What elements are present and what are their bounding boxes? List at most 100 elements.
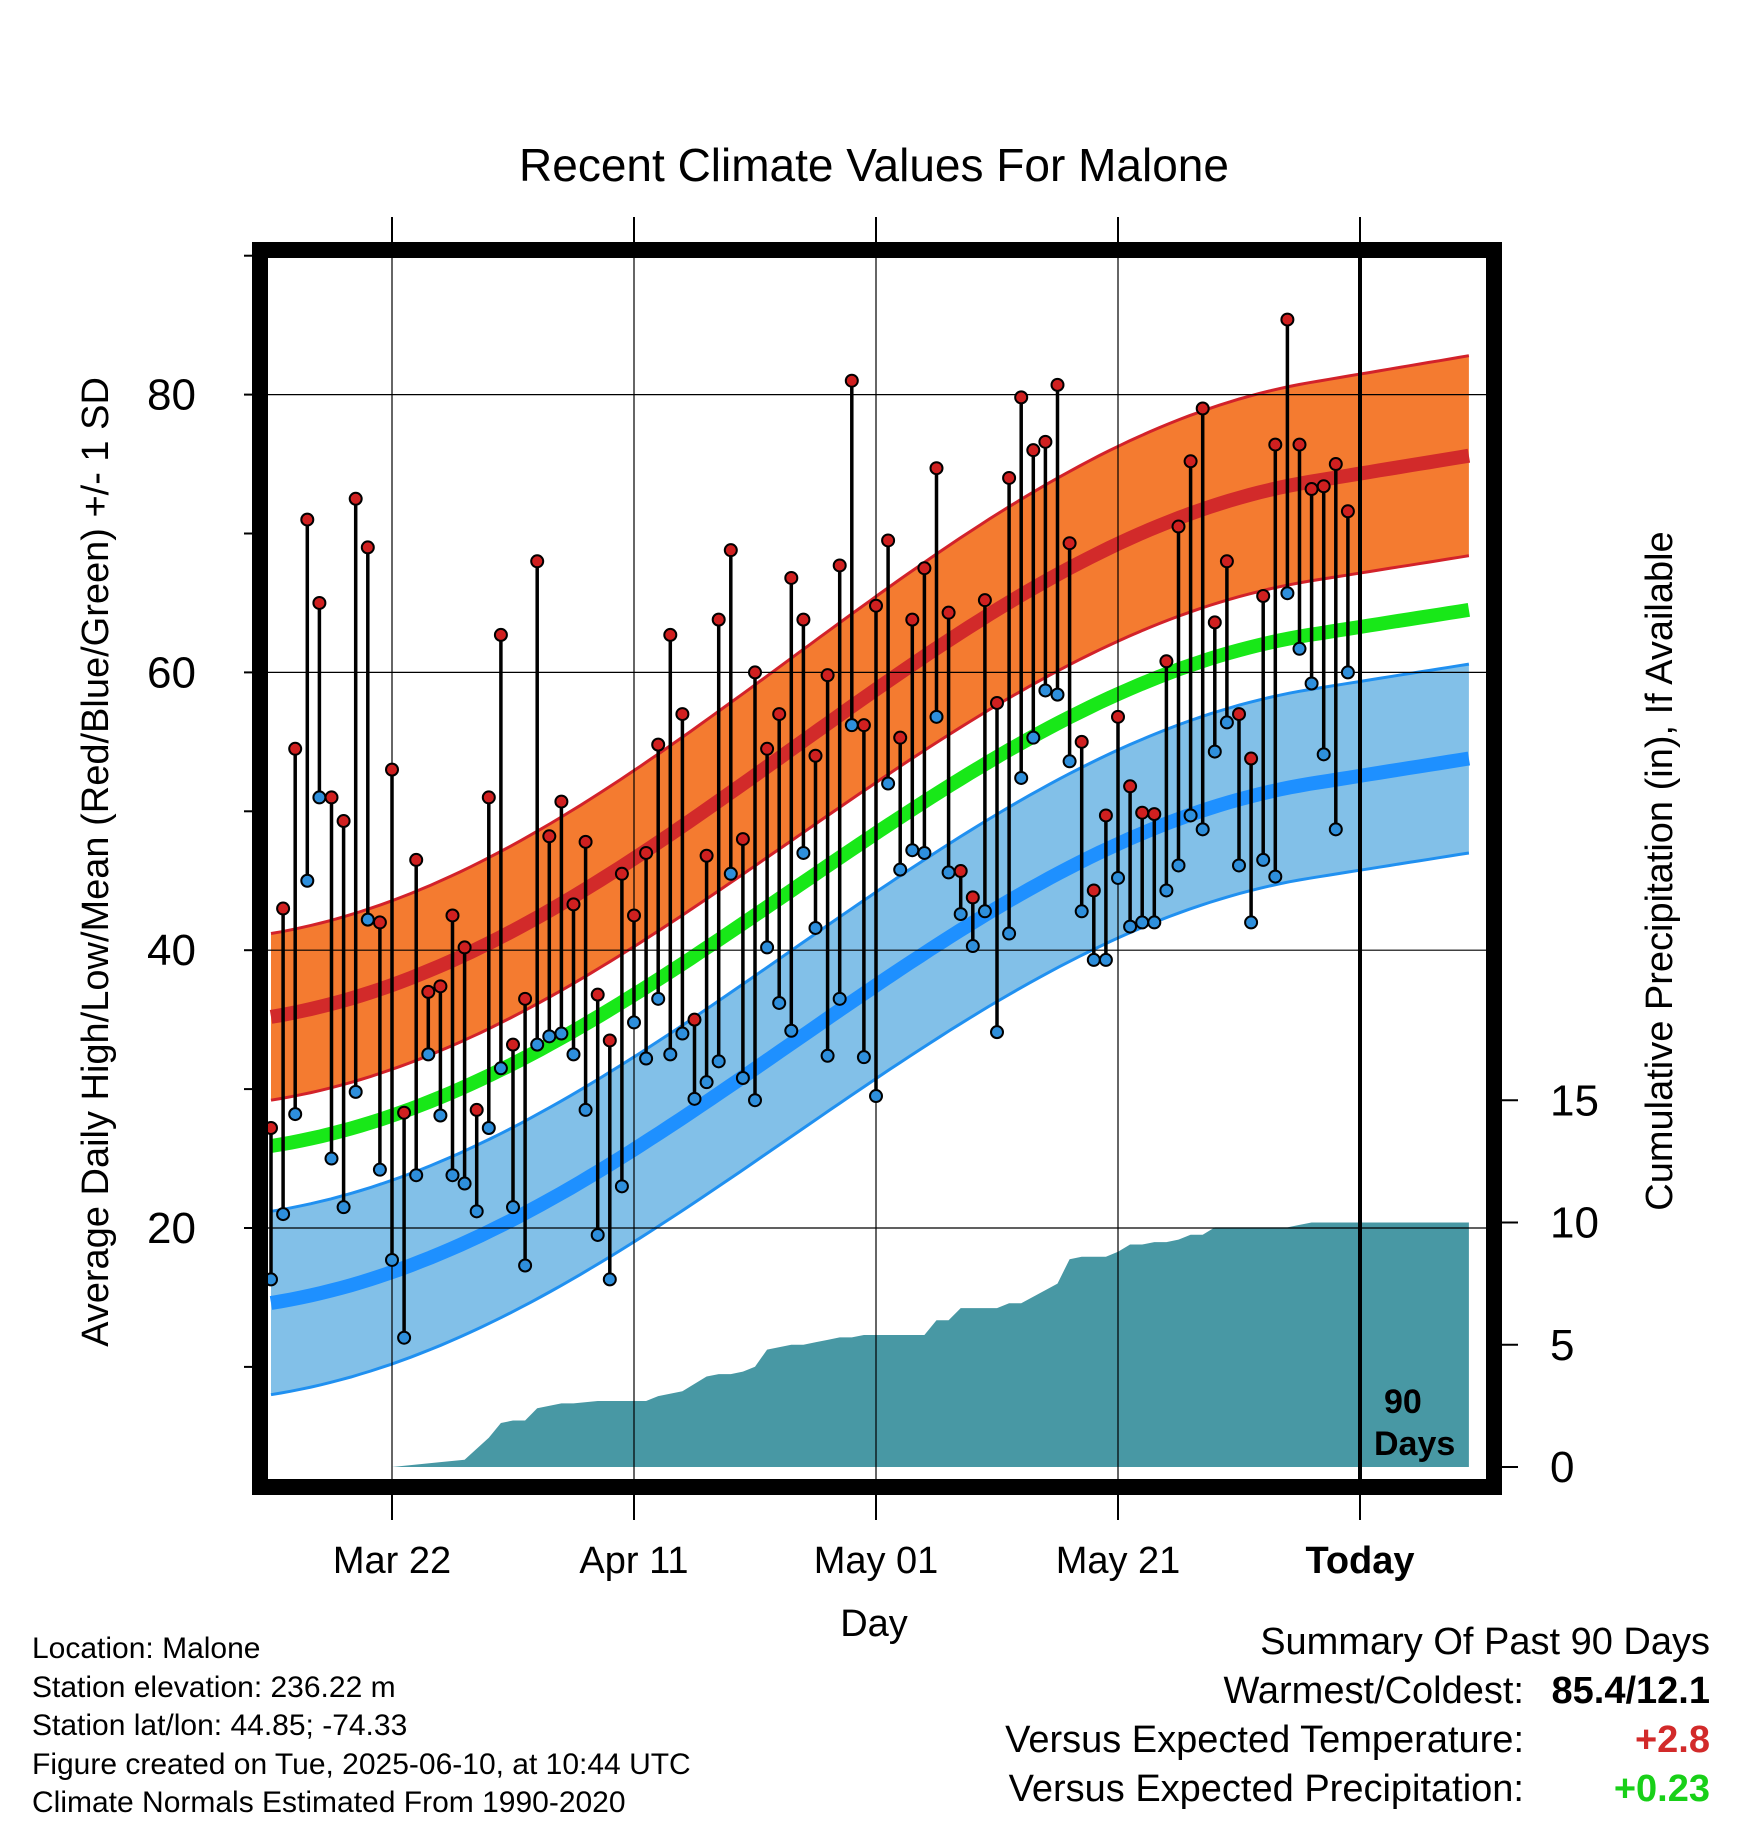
x-tick-label: Apr 11 bbox=[579, 1540, 688, 1582]
daily-high-point bbox=[602, 1033, 617, 1048]
y-right-tick-label: 15 bbox=[1550, 1076, 1599, 1125]
daily-low-point bbox=[663, 1047, 678, 1062]
daily-low-point bbox=[1062, 754, 1077, 769]
x-tick-label: May 21 bbox=[1056, 1540, 1181, 1582]
daily-high-point bbox=[348, 491, 363, 506]
daily-low-point bbox=[1207, 744, 1222, 759]
plot-frame bbox=[252, 242, 1502, 1495]
location-text: Location: Malone bbox=[32, 1632, 261, 1665]
daily-high-point bbox=[699, 848, 714, 863]
daily-low-point bbox=[1123, 919, 1138, 934]
daily-high-point bbox=[1050, 377, 1065, 392]
daily-high-point bbox=[735, 832, 750, 847]
normal-high-line bbox=[269, 448, 1471, 1024]
daily-low-point bbox=[268, 1272, 278, 1287]
daily-high-point bbox=[651, 737, 666, 752]
daily-high-point bbox=[445, 908, 460, 923]
daily-low-point bbox=[1316, 747, 1331, 762]
daily-low-point bbox=[1159, 883, 1174, 898]
daily-low-point bbox=[614, 1179, 629, 1194]
y-right-tick-label: 5 bbox=[1550, 1321, 1574, 1370]
daily-high-point bbox=[1002, 470, 1017, 485]
daily-high-point bbox=[506, 1037, 520, 1052]
daily-high-point bbox=[614, 866, 629, 881]
daily-low-point bbox=[506, 1200, 520, 1215]
daily-high-point bbox=[663, 627, 678, 642]
daily-high-point bbox=[820, 668, 835, 683]
daily-high-point bbox=[1123, 779, 1138, 794]
daily-low-point bbox=[276, 1207, 291, 1222]
daily-high-point bbox=[990, 695, 1004, 710]
daily-high-point bbox=[300, 512, 315, 527]
today-label-line1: 90 bbox=[1384, 1383, 1422, 1421]
daily-low-point bbox=[469, 1204, 484, 1219]
daily-low-point bbox=[445, 1168, 460, 1183]
daily-high-point bbox=[796, 612, 811, 627]
daily-high-point bbox=[627, 908, 641, 923]
daily-low-point bbox=[711, 1054, 726, 1069]
normals-text: Climate Normals Estimated From 1990-2020 bbox=[32, 1786, 626, 1819]
daily-low-point bbox=[530, 1037, 545, 1052]
daily-low-point bbox=[953, 907, 968, 922]
daily-low-point bbox=[881, 776, 896, 791]
y-right-tick-label: 10 bbox=[1550, 1199, 1599, 1248]
created-text: Figure created on Tue, 2025-06-10, at 10… bbox=[32, 1747, 691, 1781]
daily-low-point bbox=[1183, 808, 1198, 823]
daily-high-point bbox=[965, 890, 980, 905]
daily-high-point bbox=[1316, 479, 1331, 494]
daily-low-point bbox=[687, 1091, 702, 1106]
daily-high-point bbox=[687, 1012, 702, 1027]
daily-low-point bbox=[385, 1252, 399, 1267]
daily-low-point bbox=[1340, 665, 1355, 680]
daily-high-point bbox=[288, 741, 303, 756]
daily-low-point bbox=[397, 1330, 412, 1345]
daily-low-point bbox=[699, 1075, 714, 1090]
daily-high-point bbox=[481, 790, 496, 805]
daily-high-point bbox=[832, 558, 847, 573]
summary-panel: Summary Of Past 90 Days Warmest/Coldest:… bbox=[810, 1618, 1710, 1814]
warmest-coldest-row: Warmest/Coldest: 85.4/12.1 bbox=[810, 1667, 1710, 1716]
daily-low-point bbox=[856, 1050, 871, 1065]
daily-high-point bbox=[1074, 734, 1089, 749]
daily-low-point bbox=[808, 920, 823, 935]
daily-high-point bbox=[1280, 312, 1295, 327]
daily-high-point bbox=[397, 1105, 412, 1120]
daily-low-point bbox=[1292, 641, 1307, 656]
daily-low-point bbox=[917, 845, 932, 860]
daily-series bbox=[268, 312, 1355, 1345]
daily-high-point bbox=[844, 373, 859, 388]
daily-high-point bbox=[1098, 808, 1113, 823]
daily-high-point bbox=[324, 790, 339, 805]
daily-low-point bbox=[602, 1272, 617, 1287]
daily-low-point bbox=[1074, 904, 1089, 919]
daily-low-point bbox=[1171, 858, 1186, 873]
warmest-coldest-value: 85.4/12.1 bbox=[1551, 1670, 1710, 1712]
daily-low-point bbox=[893, 862, 908, 877]
precip-area bbox=[271, 1222, 1469, 1467]
y-axis-label-right: Cumulative Precipitation (in), If Availa… bbox=[1639, 531, 1681, 1210]
daily-low-point bbox=[590, 1227, 605, 1242]
daily-high-point bbox=[723, 543, 738, 558]
daily-high-point bbox=[530, 554, 545, 569]
daily-low-point bbox=[1002, 926, 1017, 941]
daily-low-point bbox=[1219, 715, 1234, 730]
daily-high-point bbox=[554, 794, 569, 809]
daily-high-point bbox=[268, 1120, 278, 1135]
daily-high-point bbox=[784, 570, 799, 585]
daily-low-point bbox=[421, 1047, 436, 1062]
daily-high-point bbox=[566, 897, 581, 912]
daily-high-point bbox=[856, 718, 871, 733]
daily-low-point bbox=[1195, 822, 1210, 837]
daily-high-point bbox=[808, 748, 823, 763]
daily-low-point bbox=[1086, 952, 1101, 967]
daily-low-point bbox=[627, 1015, 641, 1030]
daily-low-point bbox=[929, 709, 944, 724]
daily-low-point bbox=[300, 873, 315, 888]
daily-high-point bbox=[639, 845, 654, 860]
daily-low-point bbox=[639, 1051, 654, 1066]
daily-high-point bbox=[953, 864, 968, 879]
daily-high-point bbox=[469, 1102, 484, 1117]
daily-low-point bbox=[760, 940, 775, 955]
temp-departure-value: +2.8 bbox=[1634, 1719, 1710, 1761]
daily-high-point bbox=[1195, 401, 1210, 416]
